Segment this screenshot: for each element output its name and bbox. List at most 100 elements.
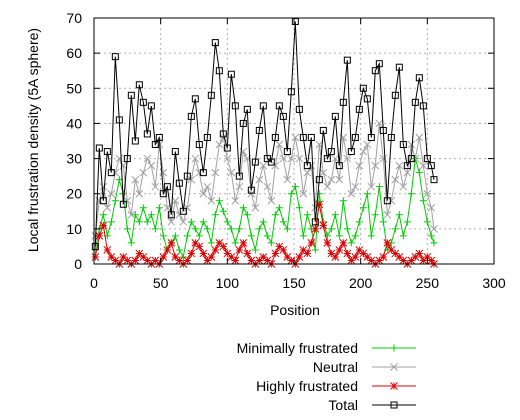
data-point-neutral: [399, 182, 408, 191]
data-point-minimally-frustrated: [359, 204, 367, 212]
data-point-highly-frustrated: [227, 253, 236, 261]
data-point-minimally-frustrated: [339, 197, 347, 205]
data-point-total: [235, 172, 243, 180]
data-point-minimally-frustrated: [171, 232, 179, 240]
data-point-highly-frustrated: [367, 256, 376, 265]
data-point-neutral: [139, 168, 148, 177]
data-point-neutral: [303, 168, 312, 177]
data-point-neutral: [283, 175, 292, 184]
data-point-minimally-frustrated: [347, 239, 355, 247]
data-point-minimally-frustrated: [295, 204, 303, 212]
data-point-neutral: [383, 210, 392, 219]
data-point-total: [103, 148, 111, 156]
data-point-minimally-frustrated: [263, 232, 271, 240]
data-point-minimally-frustrated: [139, 204, 147, 212]
data-point-total: [375, 60, 383, 68]
data-point-minimally-frustrated: [107, 218, 115, 226]
data-point-minimally-frustrated: [239, 204, 247, 212]
data-point-neutral: [183, 203, 192, 212]
data-point-highly-frustrated: [223, 249, 232, 258]
data-point-highly-frustrated: [311, 225, 320, 233]
data-point-neutral: [151, 182, 160, 191]
data-point-highly-frustrated: [387, 246, 396, 254]
data-point-minimally-frustrated: [243, 211, 251, 219]
data-point-minimally-frustrated: [419, 197, 427, 205]
legend-label-total: Total: [328, 397, 358, 413]
data-point-neutral: [271, 161, 280, 170]
data-point-total: [223, 144, 231, 152]
data-point-neutral: [367, 182, 376, 191]
series-line-total: [94, 21, 435, 247]
data-point-total: [251, 158, 259, 166]
data-point-highly-frustrated: [163, 246, 172, 254]
data-point-minimally-frustrated: [271, 211, 279, 219]
data-point-total: [363, 95, 371, 103]
y-tick-label: 60: [66, 45, 82, 61]
data-point-minimally-frustrated: [299, 232, 307, 240]
data-point-highly-frustrated: [351, 253, 360, 261]
data-point-highly-frustrated: [231, 256, 240, 265]
data-point-highly-frustrated: [275, 242, 284, 251]
data-point-neutral: [199, 189, 208, 198]
data-point-total: [135, 81, 143, 89]
data-point-minimally-frustrated: [203, 225, 211, 233]
data-point-total: [430, 176, 438, 184]
data-point-neutral: [191, 154, 200, 163]
data-point-highly-frustrated: [187, 249, 196, 258]
y-tick-label: 0: [74, 256, 82, 272]
data-point-total: [419, 102, 427, 110]
data-point-neutral: [415, 133, 424, 142]
data-point-total: [387, 133, 395, 141]
data-point-highly-frustrated: [103, 246, 112, 254]
data-point-neutral: [267, 196, 276, 205]
data-point-total: [319, 126, 327, 134]
legend-label-highly-frustrated: Highly frustrated: [256, 378, 358, 394]
data-point-highly-frustrated: [139, 253, 148, 261]
data-point-minimally-frustrated: [291, 183, 299, 191]
data-point-total: [247, 186, 255, 194]
data-point-total: [155, 133, 163, 141]
data-point-highly-frustrated: [123, 256, 132, 265]
data-point-neutral: [287, 154, 296, 163]
data-point-total: [427, 162, 435, 170]
data-point-minimally-frustrated: [99, 211, 107, 219]
data-point-neutral: [359, 147, 368, 156]
data-point-neutral: [215, 140, 224, 149]
data-point-total: [367, 133, 375, 141]
data-point-highly-frustrated: [411, 253, 420, 261]
data-point-neutral: [123, 196, 132, 205]
data-point-total: [315, 176, 323, 184]
data-point-total: [219, 130, 227, 138]
data-point-highly-frustrated: [159, 253, 168, 261]
data-point-neutral: [263, 182, 272, 191]
series-total: [91, 18, 438, 250]
data-point-highly-frustrated: [363, 253, 372, 261]
data-point-minimally-frustrated: [215, 197, 223, 205]
data-point-minimally-frustrated: [267, 239, 275, 247]
data-point-neutral: [247, 189, 256, 198]
x-axis-label: Position: [270, 302, 320, 318]
data-point-minimally-frustrated: [311, 246, 319, 254]
data-point-minimally-frustrated: [223, 218, 231, 226]
data-point-minimally-frustrated: [403, 218, 411, 226]
data-point-total: [127, 91, 135, 99]
data-point-minimally-frustrated: [303, 211, 311, 219]
data-point-highly-frustrated: [327, 249, 336, 258]
data-point-highly-frustrated: [95, 232, 104, 240]
y-tick-label: 10: [66, 221, 82, 237]
data-point-highly-frustrated: [299, 246, 308, 254]
data-point-minimally-frustrated: [251, 246, 259, 254]
data-point-neutral: [147, 161, 156, 170]
data-point-neutral: [423, 189, 432, 198]
data-point-total: [187, 112, 195, 120]
series-line-minimally-frustrated: [94, 158, 435, 259]
data-point-highly-frustrated: [303, 249, 312, 258]
data-point-total: [407, 155, 415, 163]
data-point-minimally-frustrated: [187, 218, 195, 226]
data-point-total: [395, 63, 403, 71]
data-point-highly-frustrated: [419, 256, 428, 265]
data-point-neutral: [171, 196, 180, 205]
data-point-minimally-frustrated: [379, 218, 387, 226]
data-point-neutral: [235, 182, 244, 191]
data-point-minimally-frustrated: [279, 218, 287, 226]
